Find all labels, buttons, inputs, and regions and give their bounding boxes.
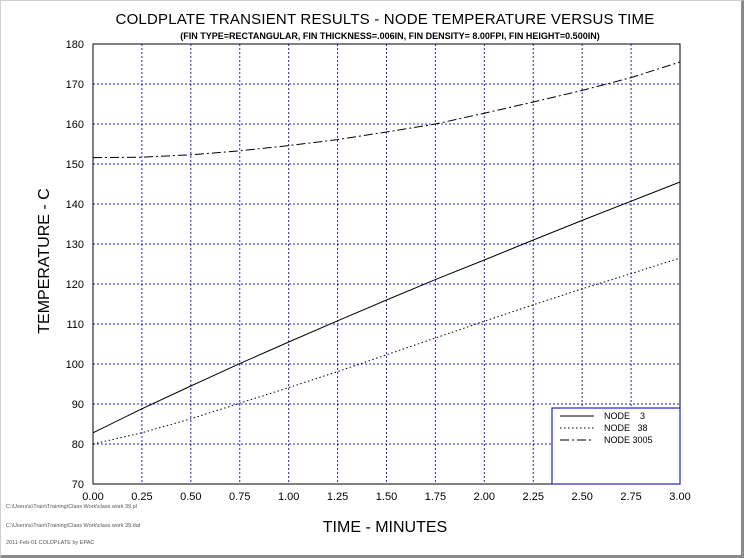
y-tick-label: 170 [66, 79, 84, 91]
x-tick-label: 1.00 [278, 491, 299, 503]
y-tick-label: 180 [66, 39, 84, 51]
x-tick-label: 2.00 [474, 491, 495, 503]
x-tick-label: 0.75 [229, 491, 250, 503]
y-tick-label: 120 [66, 279, 84, 291]
footer-line-3: 2011-Feb-01 COLDPLATE by EPAC [6, 540, 95, 546]
series-line-1 [92, 181, 681, 434]
legend-label: NODE 3005 [604, 435, 653, 445]
x-tick-label: 2.25 [523, 491, 544, 503]
chart-subtitle: (FIN TYPE=RECTANGULAR, FIN THICKNESS=.00… [180, 31, 600, 41]
footer-line-2: C:\Users\s\Train\Training\Class Work\cla… [6, 523, 141, 529]
x-tick-label: 0.50 [180, 491, 201, 503]
y-tick-label: 90 [72, 399, 84, 411]
x-tick-label: 1.50 [376, 491, 397, 503]
x-tick-label: 0.00 [82, 491, 103, 503]
x-tick-label: 2.75 [620, 491, 641, 503]
x-tick-label: 3.00 [669, 491, 690, 503]
y-tick-label: 140 [66, 199, 84, 211]
y-tick-label: 130 [66, 239, 84, 251]
x-tick-label: 1.75 [425, 491, 446, 503]
y-tick-label: 110 [66, 319, 84, 331]
x-tick-label: 1.25 [327, 491, 348, 503]
y-tick-label: 70 [72, 479, 84, 491]
y-tick-label: 100 [66, 359, 84, 371]
y-tick-label: 150 [66, 159, 84, 171]
x-tick-label: 2.50 [571, 491, 592, 503]
plot-area-border [92, 43, 681, 485]
footer-line-1: C:\Users\s\Train\Training\Class Work\cla… [6, 504, 137, 510]
x-axis-label: TIME - MINUTES [322, 519, 448, 536]
series-line-3 [92, 61, 681, 159]
y-tick-label: 160 [66, 119, 84, 131]
series-line-2 [92, 257, 681, 445]
y-tick-label: 80 [72, 439, 84, 451]
chart-title: COLDPLATE TRANSIENT RESULTS - NODE TEMPE… [115, 11, 655, 28]
legend-label: NODE 38 [604, 423, 648, 433]
x-tick-label: 0.25 [131, 491, 152, 503]
legend-box [551, 407, 681, 485]
legend-label: NODE 3 [604, 411, 645, 421]
